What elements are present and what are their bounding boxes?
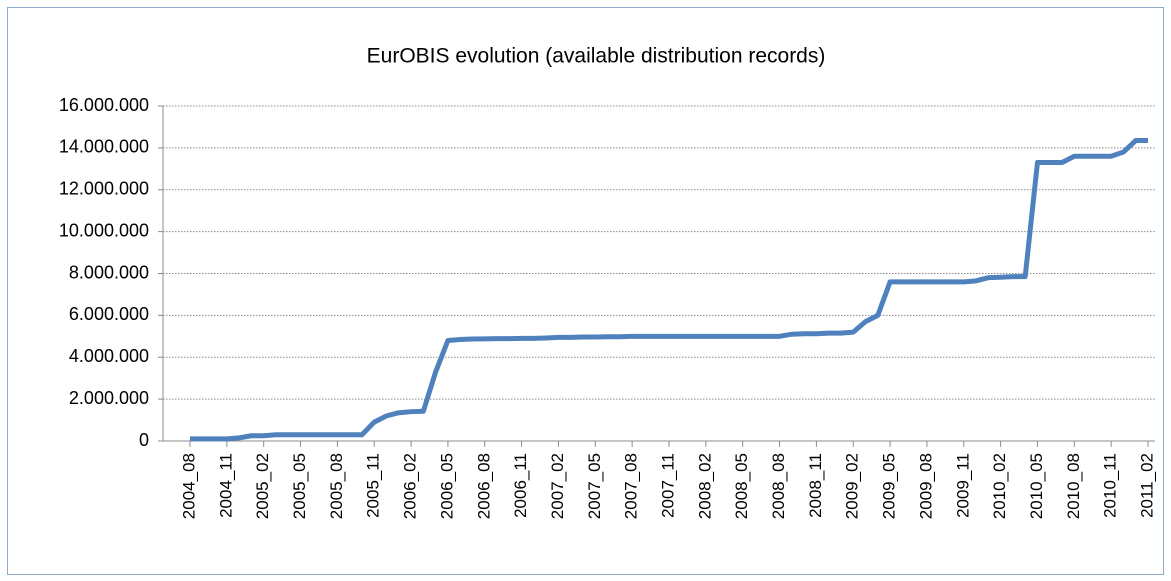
x-tick-label: 2007_11 — [658, 453, 677, 518]
data-line — [190, 138, 1148, 442]
x-tick-label: 2009_02 — [843, 453, 862, 519]
x-tick-label: 2005_02 — [253, 453, 272, 519]
x-tick-label: 2005_11 — [364, 453, 383, 518]
x-tick-label: 2011_02 — [1137, 453, 1156, 518]
y-tick-label: 6.000.000 — [69, 304, 149, 324]
x-tick-label: 2006_11 — [511, 453, 530, 518]
x-tick-label: 2010_11 — [1101, 453, 1120, 518]
x-tick-label: 2008_11 — [806, 453, 825, 518]
x-tick-label: 2007_05 — [585, 453, 604, 519]
x-tick-label: 2009_05 — [880, 453, 899, 519]
x-tick-label: 2010_02 — [990, 453, 1009, 519]
x-tick-label: 2008_05 — [732, 453, 751, 519]
y-tick-label: 10.000.000 — [59, 220, 149, 240]
y-tick-label: 0 — [139, 430, 149, 450]
chart-frame — [7, 7, 1164, 575]
chart-title: EurOBIS evolution (available distributio… — [367, 45, 826, 68]
x-tick-label: 2008_08 — [769, 453, 788, 519]
y-tick-label: 14.000.000 — [59, 137, 149, 157]
x-tick-label: 2008_02 — [695, 453, 714, 519]
x-tick-label: 2010_05 — [1027, 453, 1046, 519]
y-tick-label: 12.000.000 — [59, 179, 149, 199]
y-tick-label: 8.000.000 — [69, 262, 149, 282]
x-tick-label: 2004_08 — [179, 453, 198, 519]
x-tick-label: 2007_02 — [548, 453, 567, 519]
x-tick-label: 2007_08 — [622, 453, 641, 519]
x-tick-label: 2009_11 — [953, 453, 972, 518]
x-tick-label: 2009_08 — [916, 453, 935, 519]
x-tick-label: 2005_05 — [290, 453, 309, 519]
y-tick-label: 16.000.000 — [59, 95, 149, 115]
x-tick-label: 2006_08 — [474, 453, 493, 519]
x-tick-label: 2005_08 — [327, 453, 346, 519]
x-tick-label: 2004_11 — [216, 453, 235, 518]
y-tick-label: 4.000.000 — [69, 346, 149, 366]
x-tick-label: 2006_02 — [401, 453, 420, 519]
x-tick-label: 2006_05 — [437, 453, 456, 519]
y-tick-label: 2.000.000 — [69, 388, 149, 408]
x-tick-label: 2010_08 — [1064, 453, 1083, 519]
